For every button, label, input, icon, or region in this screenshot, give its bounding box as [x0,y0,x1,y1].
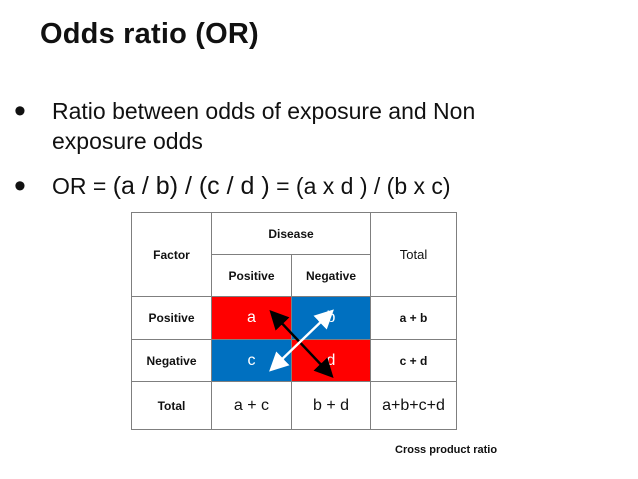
cross-product-caption: Cross product ratio [395,444,498,456]
bullet-dot: • [14,92,26,130]
cell-d: d [291,339,371,382]
total-header: Total [370,212,457,297]
column-total-negative: b + d [291,381,371,430]
slide-title: Odds ratio (OR) [40,18,259,50]
formula-odds: (a / b) / (c / d ) [112,172,270,200]
cell-a: a [211,296,292,340]
cell-c: c [211,339,292,382]
formula-text: OR = (a / b) / (c / d ) = (a x d ) / (b … [52,171,451,201]
cell-b: b [291,296,371,340]
bullet-text-line1: Ratio between odds of exposure and Non [52,98,476,124]
row-label-total: Total [131,381,212,430]
bullet-text-line2: exposure odds [52,128,203,154]
factor-header: Factor [131,212,212,297]
column-total-positive: a + c [211,381,292,430]
bullet-dot: • [14,167,26,205]
formula-prefix: OR = [52,173,113,199]
positive-column-header: Positive [211,254,292,297]
negative-column-header: Negative [291,254,371,297]
row-total-positive: a + b [370,296,457,340]
odds-ratio-table: Factor Disease Total Positive Negative P… [131,212,457,430]
row-label-positive: Positive [131,296,212,340]
row-total-negative: c + d [370,339,457,382]
formula-cross: = (a x d ) / (b x c) [269,173,451,199]
row-label-negative: Negative [131,339,212,382]
disease-header: Disease [211,212,371,255]
grand-total: a+b+c+d [370,381,457,430]
